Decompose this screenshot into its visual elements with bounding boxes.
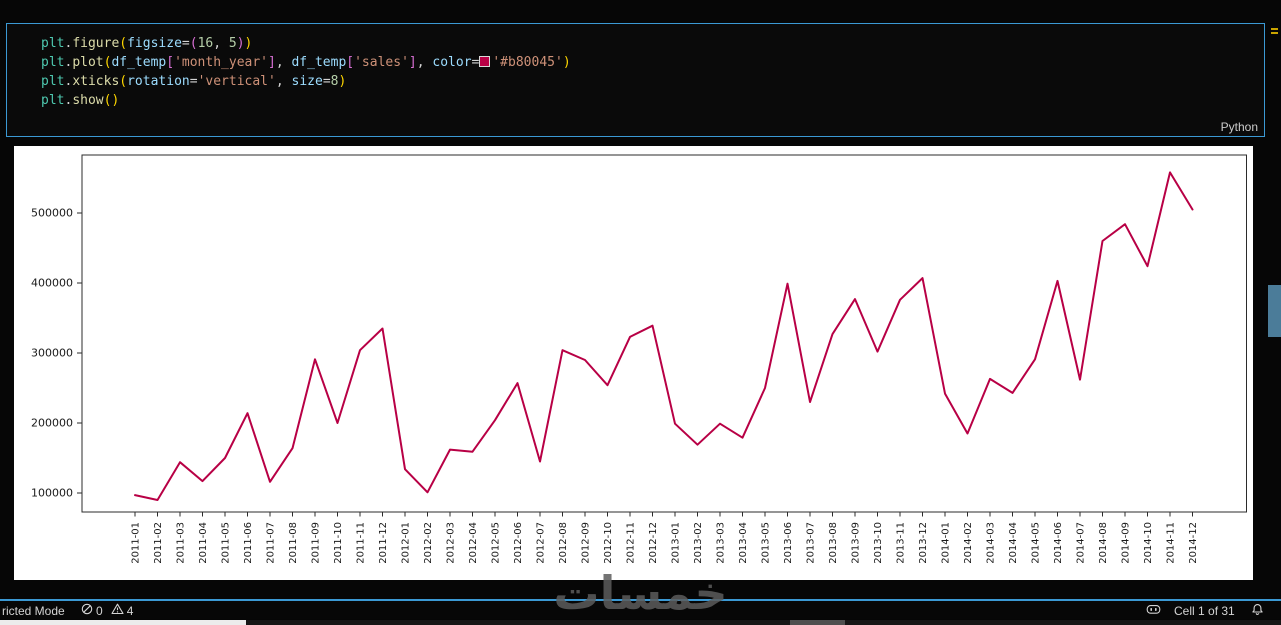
inline-color-swatch[interactable] <box>479 56 491 67</box>
svg-text:2013-08: 2013-08 <box>828 522 839 564</box>
svg-text:2013-11: 2013-11 <box>896 522 907 564</box>
svg-text:2011-03: 2011-03 <box>176 522 187 564</box>
problems-indicator[interactable]: 0 4 <box>81 603 133 619</box>
svg-text:2012-10: 2012-10 <box>603 522 614 564</box>
svg-text:2012-01: 2012-01 <box>401 522 412 564</box>
svg-text:2014-10: 2014-10 <box>1143 522 1154 564</box>
svg-text:2014-12: 2014-12 <box>1188 522 1199 564</box>
svg-text:2012-04: 2012-04 <box>468 522 479 564</box>
copilot-status[interactable] <box>1146 603 1161 619</box>
code-line: plt.figure(figsize=(16, 5)) <box>41 36 253 51</box>
code-line: plt.plot(df_temp['month_year'], df_temp[… <box>41 55 571 70</box>
svg-text:2012-08: 2012-08 <box>558 522 569 564</box>
svg-text:2014-06: 2014-06 <box>1053 522 1064 564</box>
svg-text:200000: 200000 <box>31 417 73 430</box>
svg-text:2011-10: 2011-10 <box>333 522 344 564</box>
svg-text:2013-12: 2013-12 <box>918 522 929 564</box>
svg-text:2011-05: 2011-05 <box>221 522 232 564</box>
svg-text:2012-07: 2012-07 <box>536 522 547 564</box>
svg-text:500000: 500000 <box>31 207 73 220</box>
cell-indicator[interactable]: Cell 1 of 31 <box>1174 603 1235 618</box>
svg-text:2014-11: 2014-11 <box>1166 522 1177 564</box>
svg-text:2013-09: 2013-09 <box>851 522 862 564</box>
overview-ruler-warning-mark <box>1271 32 1278 34</box>
svg-text:2011-04: 2011-04 <box>198 522 209 564</box>
svg-text:2012-06: 2012-06 <box>513 522 524 564</box>
bell-icon <box>1251 603 1264 620</box>
svg-text:2012-12: 2012-12 <box>648 522 659 564</box>
overview-ruler-warning-mark <box>1271 28 1278 30</box>
svg-text:2013-01: 2013-01 <box>671 522 682 564</box>
sales-line-chart: 100000 200000 300000 400000 500000 2011-01 201… <box>31 154 1247 564</box>
svg-text:2011-06: 2011-06 <box>243 522 254 564</box>
svg-text:2012-05: 2012-05 <box>491 522 502 564</box>
cell-language-label[interactable]: Python <box>1220 120 1258 134</box>
svg-text:100000: 100000 <box>31 487 73 500</box>
svg-text:2014-05: 2014-05 <box>1031 522 1042 564</box>
svg-text:2012-09: 2012-09 <box>581 522 592 564</box>
svg-text:2014-04: 2014-04 <box>1008 522 1019 564</box>
svg-text:2013-02: 2013-02 <box>693 522 704 564</box>
svg-text:2014-07: 2014-07 <box>1076 522 1087 564</box>
svg-text:2011-12: 2011-12 <box>378 522 389 564</box>
svg-text:2011-09: 2011-09 <box>311 522 322 564</box>
copilot-icon <box>1146 603 1161 620</box>
svg-text:2013-03: 2013-03 <box>716 522 727 564</box>
svg-text:2014-03: 2014-03 <box>986 522 997 564</box>
svg-text:2012-02: 2012-02 <box>423 522 434 564</box>
background-window-strip-light <box>0 620 246 625</box>
status-bar: ricted Mode 0 4 Cell 1 of 31 <box>0 599 1281 619</box>
code-line: plt.xticks(rotation='vertical', size=8) <box>41 74 347 89</box>
svg-text:2011-08: 2011-08 <box>288 522 299 564</box>
svg-text:2014-01: 2014-01 <box>941 522 952 564</box>
svg-text:2013-10: 2013-10 <box>873 522 884 564</box>
svg-text:2014-02: 2014-02 <box>963 522 974 564</box>
svg-text:2014-08: 2014-08 <box>1098 522 1109 564</box>
warning-count: 4 <box>126 603 134 618</box>
svg-text:2011-07: 2011-07 <box>266 522 277 564</box>
chart-figure: 100000 200000 300000 400000 500000 2011-01 201… <box>14 146 1253 580</box>
svg-text:2013-04: 2013-04 <box>738 522 749 564</box>
svg-text:400000: 400000 <box>31 277 73 290</box>
code-line: plt.show() <box>41 93 120 108</box>
svg-text:2012-03: 2012-03 <box>446 522 457 564</box>
svg-text:2013-06: 2013-06 <box>783 522 794 564</box>
notebook-code-cell[interactable]: plt.figure(figsize=(16, 5)) plt.plot(df_t… <box>6 23 1265 137</box>
svg-text:2012-11: 2012-11 <box>626 522 637 564</box>
svg-text:300000: 300000 <box>31 347 73 360</box>
restricted-mode-label: ricted Mode <box>2 603 65 618</box>
svg-text:2011-02: 2011-02 <box>153 522 164 564</box>
svg-text:2011-11: 2011-11 <box>356 522 367 564</box>
restricted-mode-indicator[interactable]: ricted Mode <box>2 603 65 619</box>
background-window-strip-gray <box>790 620 845 625</box>
error-count: 0 <box>96 603 103 618</box>
svg-text:2013-07: 2013-07 <box>806 522 817 564</box>
error-icon <box>81 603 93 619</box>
warning-icon <box>111 603 124 619</box>
svg-text:2011-01: 2011-01 <box>131 522 142 564</box>
svg-text:2014-09: 2014-09 <box>1121 522 1132 564</box>
svg-text:2013-05: 2013-05 <box>761 522 772 564</box>
code-editor[interactable]: plt.figure(figsize=(16, 5)) plt.plot(df_t… <box>41 34 571 110</box>
scrollbar-thumb[interactable] <box>1268 285 1281 337</box>
notifications-bell[interactable] <box>1251 603 1264 619</box>
background-window-strip <box>0 620 1281 625</box>
